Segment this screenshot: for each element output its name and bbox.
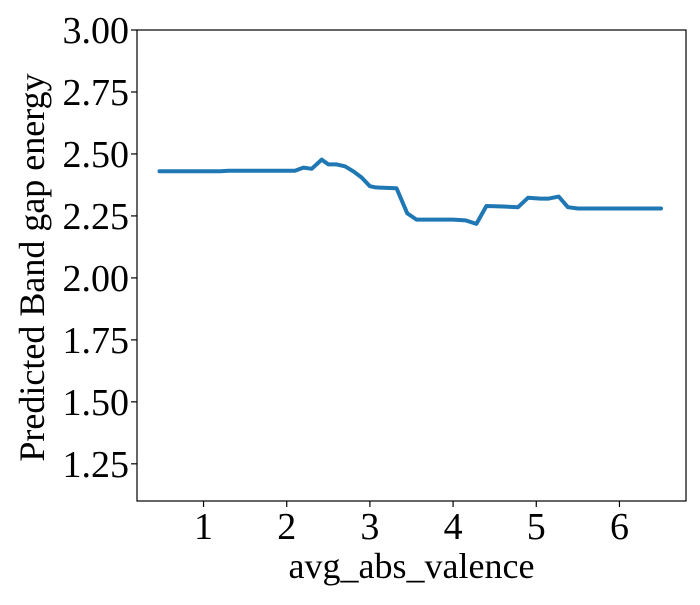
series-line	[157, 157, 663, 226]
y-tick-label: 1.75	[63, 320, 130, 362]
y-tick-label: 1.50	[63, 382, 130, 424]
x-axis-ticks: 1 2 3 4 5 6	[194, 501, 629, 548]
x-tick-label: 1	[194, 506, 213, 548]
y-tick-label: 2.50	[63, 134, 130, 176]
y-axis-ticks: 1.25 1.50 1.75 2.00 2.25 2.50 2.75 3.00	[63, 10, 137, 486]
y-axis-label: Predicted Band gap energy	[12, 73, 52, 461]
x-tick-label: 6	[610, 506, 629, 548]
y-tick-label: 2.00	[63, 258, 130, 300]
y-tick-label: 3.00	[63, 10, 130, 52]
x-tick-label: 2	[277, 506, 296, 548]
x-tick-label: 4	[444, 506, 463, 548]
plot-frame	[136, 29, 687, 502]
x-axis-label: avg_abs_valence	[289, 546, 535, 586]
x-tick-label: 3	[360, 506, 379, 548]
y-tick-label: 2.25	[63, 196, 130, 238]
y-tick-label: 2.75	[63, 72, 130, 114]
series-layer	[157, 157, 663, 226]
x-tick-label: 5	[527, 506, 546, 548]
y-tick-label: 1.25	[63, 444, 130, 486]
plot-area	[136, 29, 687, 502]
